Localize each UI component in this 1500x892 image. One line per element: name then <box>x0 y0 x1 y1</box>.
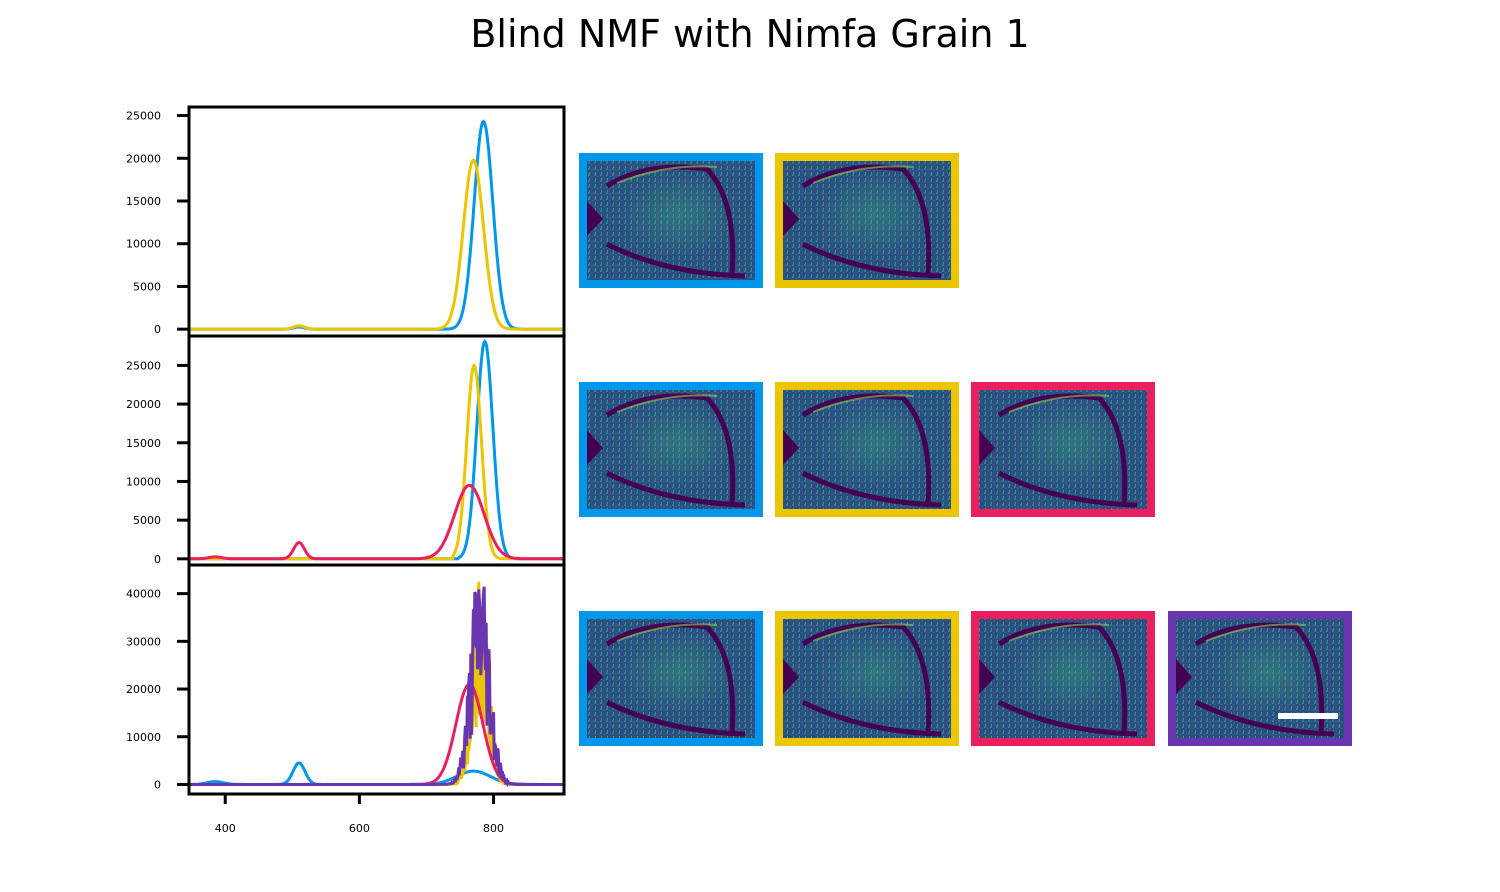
dark-notch <box>783 201 799 236</box>
map-glow <box>816 172 935 257</box>
map-glow <box>620 401 739 486</box>
grain-boundary <box>801 393 932 505</box>
map-glow <box>620 172 739 257</box>
series-line-pink <box>189 483 564 561</box>
map-glow <box>816 630 935 715</box>
component-map-blue <box>579 153 763 288</box>
x-tick-label: 600 <box>349 822 370 835</box>
component-map-pink <box>971 611 1155 746</box>
dark-notch <box>979 659 995 694</box>
y-tick-label: 0 <box>154 778 161 791</box>
grain-boundary <box>605 622 736 734</box>
bright-edge <box>616 623 718 642</box>
grain-boundary <box>997 700 1138 737</box>
y-tick-label: 5000 <box>133 280 161 293</box>
grain-boundary <box>801 242 942 279</box>
dark-notch <box>587 430 603 465</box>
y-tick-label: 15000 <box>126 437 161 450</box>
grain-boundary <box>1194 700 1335 737</box>
chart-title: Blind NMF with Nimfa Grain 1 <box>470 12 1030 56</box>
bright-edge <box>1008 623 1110 642</box>
y-tick-label: 10000 <box>126 238 161 251</box>
bright-edge <box>616 394 718 413</box>
axes-frame <box>187 105 566 338</box>
component-map-purple <box>1168 611 1352 746</box>
axes-frame <box>187 563 566 796</box>
y-tick-label: 40000 <box>126 588 161 601</box>
grain-boundary <box>605 242 746 279</box>
y-tick-label: 30000 <box>126 635 161 648</box>
grain-boundary <box>605 471 746 508</box>
series-line-purple <box>189 586 564 788</box>
grain-boundary <box>605 164 736 276</box>
component-map-blue <box>579 382 763 517</box>
grain-boundary <box>801 700 942 737</box>
y-tick-label: 0 <box>154 323 161 336</box>
bright-edge <box>812 165 914 184</box>
series-line-yellow <box>189 363 564 561</box>
y-tick-label: 0 <box>154 553 161 566</box>
grain-boundary <box>801 164 932 276</box>
map-glow <box>1209 630 1328 715</box>
grain-boundary <box>801 471 942 508</box>
y-tick-label: 20000 <box>126 152 161 165</box>
x-tick-label: 800 <box>483 822 504 835</box>
bright-edge <box>1205 623 1307 642</box>
grain-boundary <box>1194 622 1325 734</box>
map-glow <box>816 401 935 486</box>
bright-edge <box>812 623 914 642</box>
spectrum-panel-1: 0 5000 10000 15000 20000 25000 <box>126 105 566 338</box>
series-line-pink <box>189 682 564 786</box>
grain-boundary <box>997 393 1128 505</box>
scale-bar <box>1278 713 1338 719</box>
axes-frame <box>187 334 566 567</box>
dark-notch <box>1176 659 1192 694</box>
y-tick-label: 20000 <box>126 398 161 411</box>
x-tick-label: 400 <box>215 822 236 835</box>
bright-edge <box>812 394 914 413</box>
y-tick-label: 25000 <box>126 110 161 123</box>
y-tick-label: 15000 <box>126 195 161 208</box>
series-line-blue <box>189 119 564 331</box>
component-map-pink <box>971 382 1155 517</box>
map-glow <box>620 630 739 715</box>
component-map-yellow <box>775 382 959 517</box>
map-glow <box>1012 401 1131 486</box>
series-line-yellow <box>189 581 564 786</box>
grain-boundary <box>997 622 1128 734</box>
series-line-blue <box>189 339 564 561</box>
grain-boundary <box>605 700 746 737</box>
spectrum-panel-3: 0 10000 20000 30000 40000 400 600 800 <box>126 563 566 835</box>
bright-edge <box>1008 394 1110 413</box>
y-tick-label: 20000 <box>126 683 161 696</box>
grain-boundary <box>605 393 736 505</box>
dark-notch <box>587 659 603 694</box>
dark-notch <box>587 201 603 236</box>
grain-boundary <box>801 622 932 734</box>
y-tick-label: 10000 <box>126 731 161 744</box>
series-line-yellow <box>189 158 564 331</box>
component-map-yellow <box>775 611 959 746</box>
y-tick-label: 5000 <box>133 514 161 527</box>
y-tick-label: 10000 <box>126 475 161 488</box>
grain-boundary <box>997 471 1138 508</box>
map-glow <box>1012 630 1131 715</box>
component-map-yellow <box>775 153 959 288</box>
bright-edge <box>616 165 718 184</box>
dark-notch <box>979 430 995 465</box>
spectrum-panel-2: 0 5000 10000 15000 20000 25000 <box>126 334 566 567</box>
dark-notch <box>783 659 799 694</box>
y-tick-label: 25000 <box>126 359 161 372</box>
dark-notch <box>783 430 799 465</box>
component-map-blue <box>579 611 763 746</box>
